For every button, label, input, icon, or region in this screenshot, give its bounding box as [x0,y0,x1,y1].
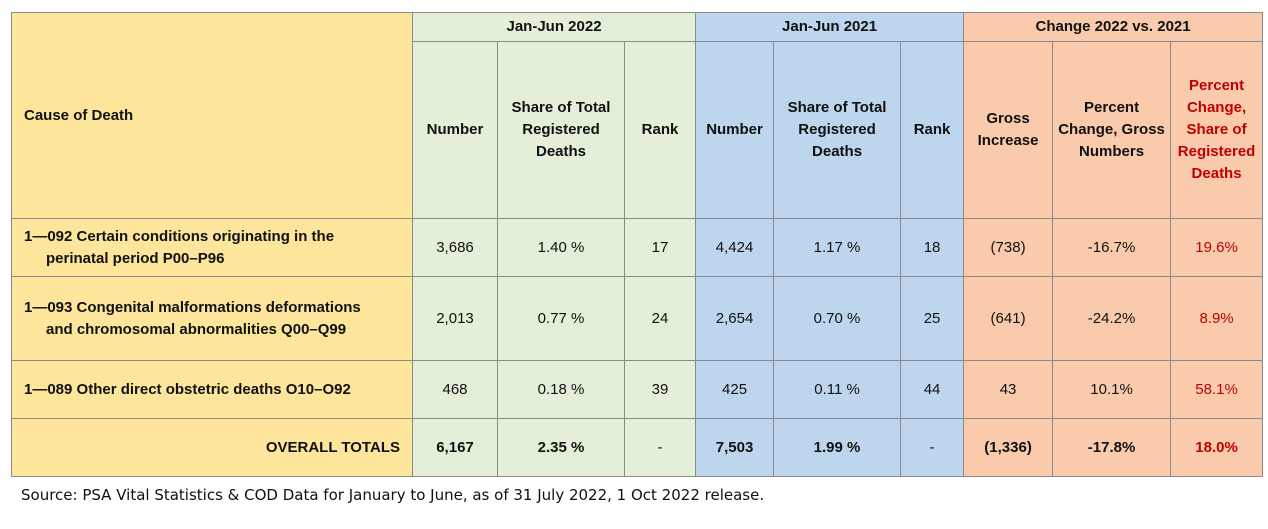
header-row-columns: Number Share of Total Registered Deaths … [12,41,1264,219]
number-2022-cell: 468 [412,360,498,419]
table-row: 1—089 Other direct obstetric deaths O10–… [11,360,1264,419]
total-gross-increase: (1,336) [963,418,1054,477]
total-share-2022: 2.35 % [497,418,625,477]
pct-change-gross-cell: -16.7% [1052,218,1172,277]
share-2021-cell: 1.17 % [773,218,902,277]
cause-text-line1: 1—089 Other direct obstetric deaths O10–… [24,380,351,398]
header-share-2022: Share of Total Registered Deaths [497,41,625,219]
header-number-2022: Number [412,41,498,219]
gross-increase-cell: (738) [963,218,1054,277]
cause-text-line1: 1—093 Congenital malformations deformati… [24,298,361,316]
cause-text-line1: 1—092 Certain conditions originating in … [24,227,335,245]
total-number-2021: 7,503 [695,418,775,477]
pct-change-gross-cell: 10.1% [1052,360,1172,419]
number-2022-cell: 3,686 [412,218,498,277]
rank-2021-cell: 44 [900,360,965,419]
cause-text-line2: and chromosomal abnormalities Q00–Q99 [46,320,347,338]
gross-increase-cell: (641) [963,276,1054,361]
table-row: 1—092 Certain conditions originating in … [11,218,1264,277]
number-2021-cell: 4,424 [695,218,775,277]
pct-change-share-cell: 19.6% [1170,218,1264,277]
number-2021-cell: 425 [695,360,775,419]
header-share-2021: Share of Total Registered Deaths [773,41,902,219]
number-2021-cell: 2,654 [695,276,775,361]
header-rank-2022: Rank [623,41,697,219]
cause-cell: 1—092 Certain conditions originating in … [11,218,413,277]
total-share-2021: 1.99 % [773,418,902,477]
header-row-groups: Cause of Death Jan-Jun 2022 Jan-Jun 2021… [11,12,1264,219]
total-pct-change-gross: -17.8% [1052,418,1172,477]
header-group-2021: Jan-Jun 2021 [695,12,965,42]
pct-change-share-cell: 8.9% [1170,276,1264,361]
table-row: 1—093 Congenital malformations deformati… [11,276,1264,361]
causes-of-death-table: Cause of Death Jan-Jun 2022 Jan-Jun 2021… [11,12,1264,477]
total-rank-2022: - [623,418,697,477]
totals-row: OVERALL TOTALS 6,167 2.35 % - 7,503 1.99… [11,418,1264,477]
table-container: Cause of Death Jan-Jun 2022 Jan-Jun 2021… [11,12,1264,477]
rank-2022-cell: 17 [623,218,697,277]
source-note: Source: PSA Vital Statistics & COD Data … [21,486,765,504]
header-group-change: Change 2022 vs. 2021 [963,12,1264,42]
cause-cell: 1—089 Other direct obstetric deaths O10–… [11,360,413,419]
header-gross-increase: Gross Increase [963,41,1054,219]
rank-2021-cell: 18 [900,218,965,277]
header-pct-change-share: Percent Change, Share of Registered Deat… [1170,41,1264,219]
total-pct-change-share: 18.0% [1170,418,1264,477]
total-rank-2021: - [900,418,965,477]
rank-2022-cell: 39 [623,360,697,419]
share-2021-cell: 0.11 % [773,360,902,419]
gross-increase-cell: 43 [963,360,1054,419]
header-group-2022: Jan-Jun 2022 [411,12,697,42]
share-2021-cell: 0.70 % [773,276,902,361]
header-pct-change-gross: Percent Change, Gross Numbers [1052,41,1172,219]
total-number-2022: 6,167 [412,418,498,477]
share-2022-cell: 1.40 % [497,218,625,277]
cause-text-line2: perinatal period P00–P96 [46,249,225,267]
pct-change-gross-cell: -24.2% [1052,276,1172,361]
share-2022-cell: 0.77 % [497,276,625,361]
share-2022-cell: 0.18 % [497,360,625,419]
header-cause: Cause of Death [11,12,413,219]
totals-label: OVERALL TOTALS [11,418,413,477]
pct-change-share-cell: 58.1% [1170,360,1264,419]
number-2022-cell: 2,013 [412,276,498,361]
cause-cell: 1—093 Congenital malformations deformati… [11,276,413,361]
header-number-2021: Number [695,41,775,219]
rank-2022-cell: 24 [623,276,697,361]
rank-2021-cell: 25 [900,276,965,361]
header-rank-2021: Rank [900,41,965,219]
